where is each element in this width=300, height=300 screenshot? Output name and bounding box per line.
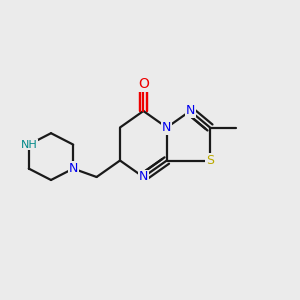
Text: S: S <box>206 154 214 167</box>
Text: O: O <box>138 77 149 91</box>
Text: N: N <box>139 170 148 184</box>
Text: N: N <box>185 104 195 118</box>
Text: NH: NH <box>20 140 37 150</box>
Text: N: N <box>68 162 78 175</box>
Text: N: N <box>162 121 172 134</box>
